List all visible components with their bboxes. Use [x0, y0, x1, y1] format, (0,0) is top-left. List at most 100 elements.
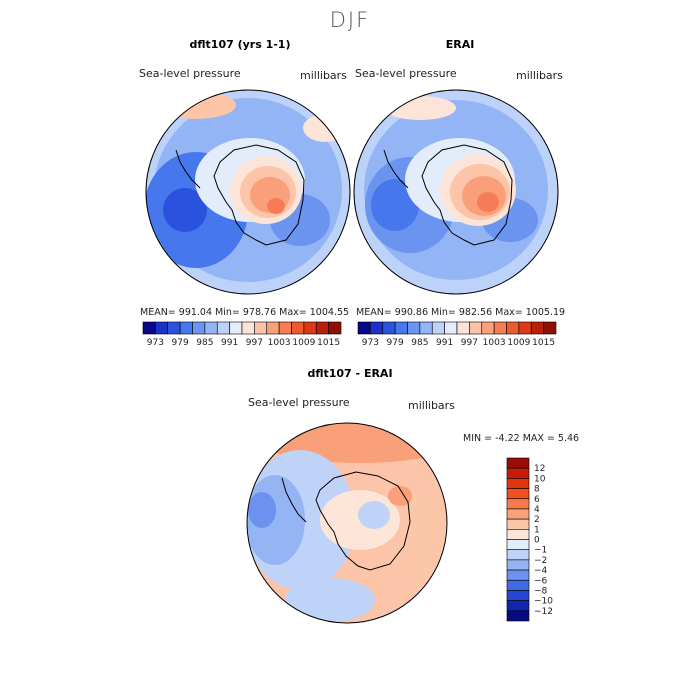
diff-colorbar-tick-label: −2	[534, 556, 547, 566]
left-units-label: millibars	[300, 69, 347, 82]
right-units-label: millibars	[516, 69, 563, 82]
diff-map-peninsula	[281, 477, 307, 523]
diff-colorbar-tick-label: −4	[534, 566, 548, 576]
diff-colorbar-tick-label: 4	[534, 505, 540, 515]
right-colorbar-swatch	[382, 321, 396, 335]
left-colorbar-swatch	[155, 321, 169, 335]
diff-colorbar-tick-label: −10	[534, 597, 553, 607]
diff-colorbar-swatch	[506, 590, 530, 601]
diff-map	[246, 422, 448, 624]
diff-colorbar-tick-label: −8	[534, 586, 548, 596]
left-colorbar-swatch	[142, 321, 156, 335]
diff-colorbar-swatch	[506, 610, 530, 622]
left-map-peninsula	[175, 149, 201, 189]
diff-colorbar-swatch	[506, 579, 530, 591]
diff-colorbar-swatch	[506, 478, 530, 489]
diff-colorbar-tick-label: 1	[534, 525, 540, 535]
left-colorbar-swatch	[204, 321, 218, 335]
left-variable-label: Sea-level pressure	[139, 67, 241, 80]
right-colorbar-swatch	[481, 321, 495, 335]
left-colorbar-swatch	[254, 321, 268, 335]
diff-map-border	[246, 422, 448, 624]
diff-colorbar-tick-label: −1	[534, 546, 547, 556]
right-colorbar-swatch	[431, 321, 445, 335]
diff-map-low-west-core	[248, 492, 276, 528]
left-stats: MEAN= 991.04 Min= 978.76 Max= 1004.55	[140, 307, 350, 318]
right-map-high-core	[477, 192, 499, 212]
left-map-high-core	[267, 198, 285, 214]
right-colorbar-swatch	[419, 321, 433, 335]
left-colorbar-swatch	[328, 321, 342, 335]
diff-colorbar-tick-label: 6	[534, 495, 540, 505]
diff-colorbar-swatch	[506, 488, 530, 500]
right-map-coastline	[421, 144, 513, 246]
left-colorbar-swatch	[216, 321, 230, 335]
right-colorbar-swatch	[444, 321, 458, 335]
season-title: DJF	[329, 8, 371, 32]
right-colorbar-tick-label: 1003	[483, 338, 506, 348]
diff-colorbar-tick-label: 8	[534, 485, 540, 495]
diff-colorbar-tick-label: 0	[534, 536, 540, 546]
left-map-low-core	[163, 188, 207, 232]
diff-colorbar-tick-label: −12	[534, 607, 553, 617]
left-map-high-northeast	[303, 114, 347, 142]
diff-stats: MIN = -4.22 MAX = 5.46	[463, 433, 580, 444]
left-colorbar-swatch	[179, 321, 193, 335]
diff-map-high-east-band	[403, 490, 447, 600]
left-map	[145, 89, 351, 295]
diff-map-low-south	[285, 578, 375, 622]
right-colorbar-tick-label: 985	[411, 338, 428, 348]
diff-variable-label: Sea-level pressure	[248, 396, 350, 409]
diff-colorbar-swatch	[506, 498, 530, 510]
left-colorbar-tick-label: 991	[221, 338, 238, 348]
diff-panel-title: dflt107 - ERAI	[307, 367, 393, 380]
right-colorbar-swatch	[506, 321, 520, 335]
right-map	[353, 89, 559, 295]
right-colorbar-swatch	[370, 321, 384, 335]
left-colorbar-tick-label: 1003	[268, 338, 291, 348]
left-colorbar-swatch	[241, 321, 255, 335]
left-map-coastline	[213, 144, 305, 246]
diff-colorbar-swatch	[506, 529, 530, 540]
left-colorbar-tick-label: 1009	[292, 338, 315, 348]
diff-colorbar-swatch	[506, 559, 530, 571]
left-colorbar: 973 979 985 991 997 1003 1009 1015	[142, 321, 342, 348]
right-colorbar-tick-label: 973	[362, 338, 379, 348]
left-colorbar-swatch	[278, 321, 292, 335]
right-colorbar-swatch	[530, 321, 544, 335]
right-colorbar: 973 979 985 991 997 1003 1009 1015	[357, 321, 557, 348]
right-colorbar-swatch	[469, 321, 483, 335]
right-colorbar-swatch	[518, 321, 532, 335]
diff-map-high-east	[388, 486, 412, 506]
left-colorbar-tick-label: 985	[196, 338, 213, 348]
left-colorbar-swatch	[192, 321, 206, 335]
left-colorbar-swatch	[315, 321, 329, 335]
diff-colorbar-swatch	[506, 457, 530, 469]
right-colorbar-swatch	[407, 321, 421, 335]
diff-colorbar-swatch	[506, 467, 530, 479]
left-colorbar-tick-label: 979	[172, 338, 189, 348]
diff-colorbar-swatch	[506, 539, 530, 550]
left-colorbar-swatch	[229, 321, 243, 335]
right-colorbar-swatch	[543, 321, 557, 335]
diff-colorbar-swatch	[506, 600, 530, 612]
right-colorbar-tick-label: 979	[387, 338, 404, 348]
diff-colorbar-swatch	[506, 549, 530, 561]
diff-units-label: millibars	[408, 399, 455, 412]
right-colorbar-tick-label: 991	[436, 338, 453, 348]
right-variable-label: Sea-level pressure	[355, 67, 457, 80]
left-map-border	[145, 89, 351, 295]
right-map-low-core	[371, 179, 419, 231]
right-stats: MEAN= 990.86 Min= 982.56 Max= 1005.19	[356, 307, 566, 318]
left-colorbar-swatch	[167, 321, 181, 335]
right-map-peninsula	[383, 149, 409, 189]
right-colorbar-swatch	[456, 321, 470, 335]
right-colorbar-swatch	[493, 321, 507, 335]
left-colorbar-swatch	[291, 321, 305, 335]
left-colorbar-tick-label: 1015	[317, 338, 340, 348]
right-colorbar-swatch	[394, 321, 408, 335]
right-colorbar-tick-label: 997	[461, 338, 478, 348]
right-map-high-northwest	[384, 96, 456, 120]
